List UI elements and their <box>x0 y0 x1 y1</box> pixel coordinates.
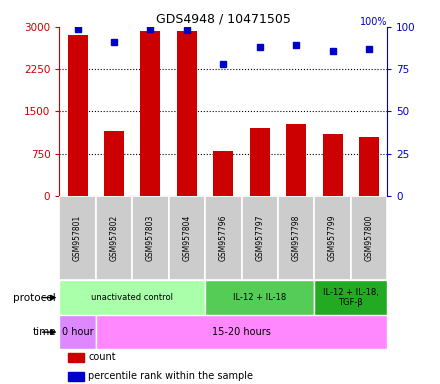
Title: GDS4948 / 10471505: GDS4948 / 10471505 <box>156 13 291 26</box>
Text: 100%: 100% <box>360 17 387 27</box>
FancyBboxPatch shape <box>278 196 314 280</box>
Bar <box>68 372 84 381</box>
Text: IL-12 + IL-18,
TGF-β: IL-12 + IL-18, TGF-β <box>323 288 379 307</box>
FancyBboxPatch shape <box>59 196 96 280</box>
Text: GSM957802: GSM957802 <box>110 215 118 261</box>
FancyBboxPatch shape <box>96 196 132 280</box>
Text: percentile rank within the sample: percentile rank within the sample <box>88 371 253 381</box>
FancyBboxPatch shape <box>96 315 387 349</box>
Text: IL-12 + IL-18: IL-12 + IL-18 <box>233 293 286 302</box>
Text: protocol: protocol <box>13 293 56 303</box>
FancyBboxPatch shape <box>205 196 242 280</box>
Text: GSM957801: GSM957801 <box>73 215 82 261</box>
Bar <box>213 151 233 196</box>
Text: count: count <box>88 353 116 362</box>
Bar <box>104 131 124 196</box>
Bar <box>140 31 161 196</box>
FancyBboxPatch shape <box>59 280 205 315</box>
Bar <box>177 31 197 196</box>
Bar <box>359 137 379 196</box>
FancyBboxPatch shape <box>314 196 351 280</box>
Text: 15-20 hours: 15-20 hours <box>212 327 271 337</box>
Bar <box>323 134 343 196</box>
FancyBboxPatch shape <box>132 196 169 280</box>
Text: GSM957798: GSM957798 <box>292 215 301 261</box>
FancyBboxPatch shape <box>205 280 314 315</box>
Bar <box>286 124 306 196</box>
Bar <box>68 35 88 196</box>
Text: GSM957803: GSM957803 <box>146 215 155 261</box>
Text: GSM957797: GSM957797 <box>255 215 264 262</box>
FancyBboxPatch shape <box>169 196 205 280</box>
Text: unactivated control: unactivated control <box>91 293 173 302</box>
Text: GSM957800: GSM957800 <box>364 215 374 261</box>
Text: GSM957804: GSM957804 <box>182 215 191 261</box>
FancyBboxPatch shape <box>351 196 387 280</box>
FancyBboxPatch shape <box>314 280 387 315</box>
Text: 0 hour: 0 hour <box>62 327 93 337</box>
Bar <box>250 128 270 196</box>
Text: GSM957796: GSM957796 <box>219 215 228 262</box>
Text: time: time <box>33 327 56 337</box>
Text: GSM957799: GSM957799 <box>328 215 337 262</box>
FancyBboxPatch shape <box>242 196 278 280</box>
FancyBboxPatch shape <box>59 315 96 349</box>
Bar <box>68 353 84 362</box>
